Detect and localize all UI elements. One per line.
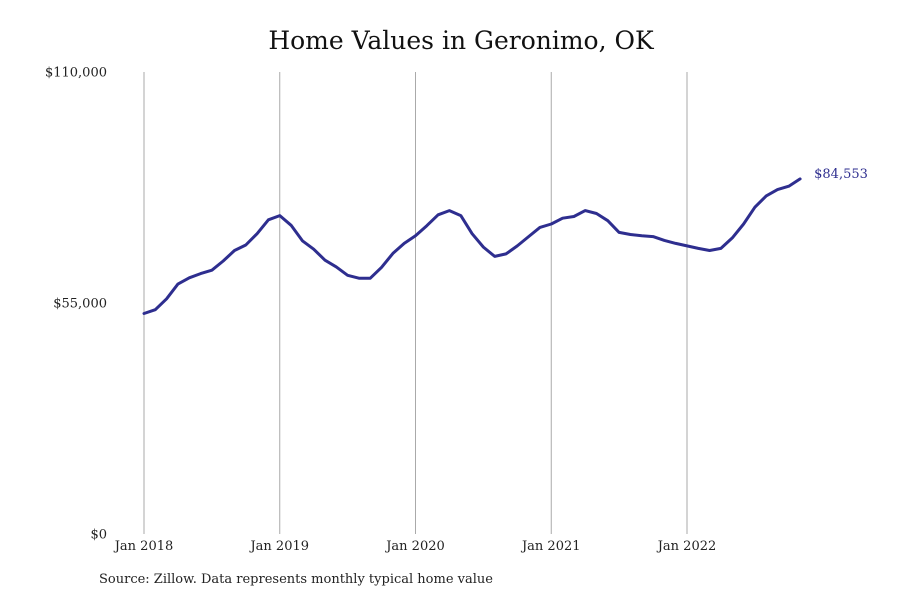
x-tick-label: Jan 2019 — [248, 539, 309, 554]
y-axis-ticks: $0 $55,000 $110,000 — [45, 66, 107, 543]
chart-title: Home Values in Geronimo, OK — [268, 26, 654, 55]
end-value-label: $84,553 — [814, 167, 868, 182]
x-tick-label: Jan 2022 — [656, 539, 717, 554]
y-tick-label: $55,000 — [53, 297, 107, 312]
x-axis-ticks: Jan 2018 Jan 2019 Jan 2020 Jan 2021 Jan 2022 — [113, 539, 717, 554]
x-tick-label: Jan 2020 — [384, 539, 445, 554]
y-tick-label: $0 — [90, 528, 107, 543]
x-tick-label: Jan 2018 — [113, 539, 174, 554]
x-tick-label: Jan 2021 — [520, 539, 581, 554]
series-line — [142, 177, 802, 315]
source-note: Source: Zillow. Data represents monthly … — [99, 572, 493, 587]
grid-lines — [143, 72, 688, 534]
y-tick-label: $110,000 — [45, 66, 107, 81]
